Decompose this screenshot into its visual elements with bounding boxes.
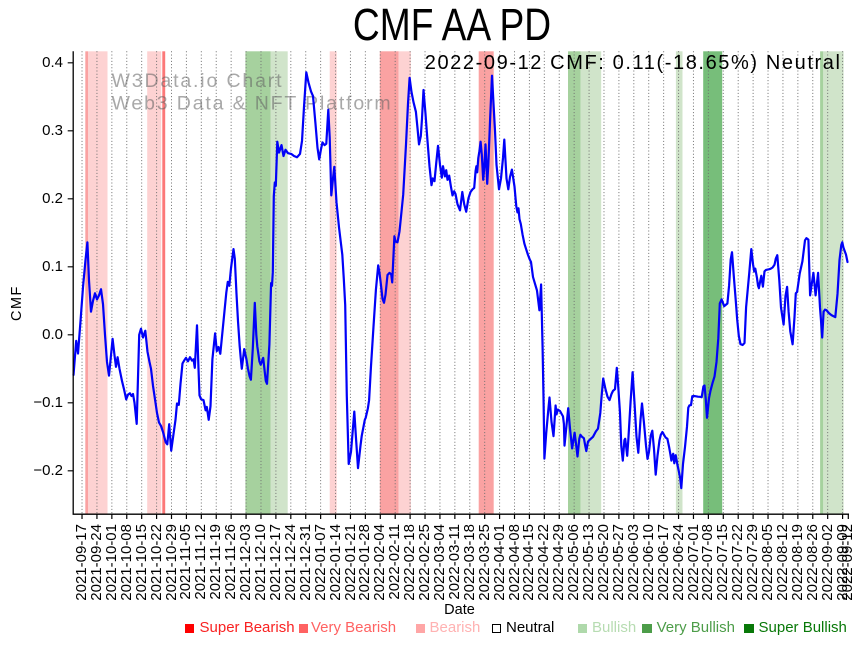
svg-text:W3Data.io Chart: W3Data.io Chart (112, 70, 284, 92)
svg-text:Web3 Data & NFT Platform: Web3 Data & NFT Platform (112, 93, 393, 115)
